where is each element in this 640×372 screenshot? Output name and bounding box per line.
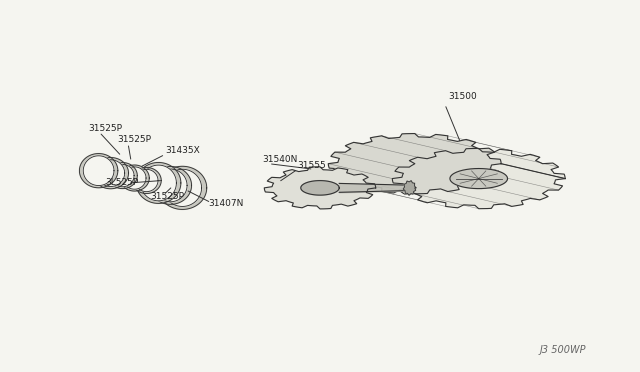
Text: 31540N: 31540N [262, 155, 298, 164]
Text: 31525P: 31525P [88, 124, 122, 133]
Text: 31500: 31500 [448, 92, 477, 100]
Text: 3L525P: 3L525P [106, 178, 139, 187]
Polygon shape [154, 169, 187, 202]
Text: 31407N: 31407N [208, 199, 243, 208]
Polygon shape [163, 169, 202, 206]
Polygon shape [264, 167, 376, 209]
Polygon shape [136, 163, 181, 203]
Polygon shape [120, 165, 149, 191]
Polygon shape [403, 181, 416, 195]
Text: 31525P: 31525P [117, 135, 151, 144]
Polygon shape [301, 181, 339, 195]
Text: 31435X: 31435X [165, 146, 200, 155]
Polygon shape [135, 169, 158, 192]
Polygon shape [83, 156, 114, 186]
Polygon shape [93, 157, 129, 189]
Polygon shape [328, 134, 501, 194]
Text: 31525P: 31525P [150, 192, 184, 201]
Polygon shape [450, 169, 508, 189]
Polygon shape [132, 167, 161, 193]
Polygon shape [123, 167, 146, 189]
Polygon shape [111, 164, 134, 187]
Polygon shape [141, 165, 177, 201]
Polygon shape [149, 166, 191, 204]
Text: 31555: 31555 [298, 161, 326, 170]
Polygon shape [97, 160, 125, 186]
Polygon shape [392, 148, 565, 209]
Polygon shape [158, 166, 207, 209]
Polygon shape [79, 154, 118, 188]
Polygon shape [108, 163, 138, 189]
Text: J3 500WP: J3 500WP [540, 345, 586, 355]
